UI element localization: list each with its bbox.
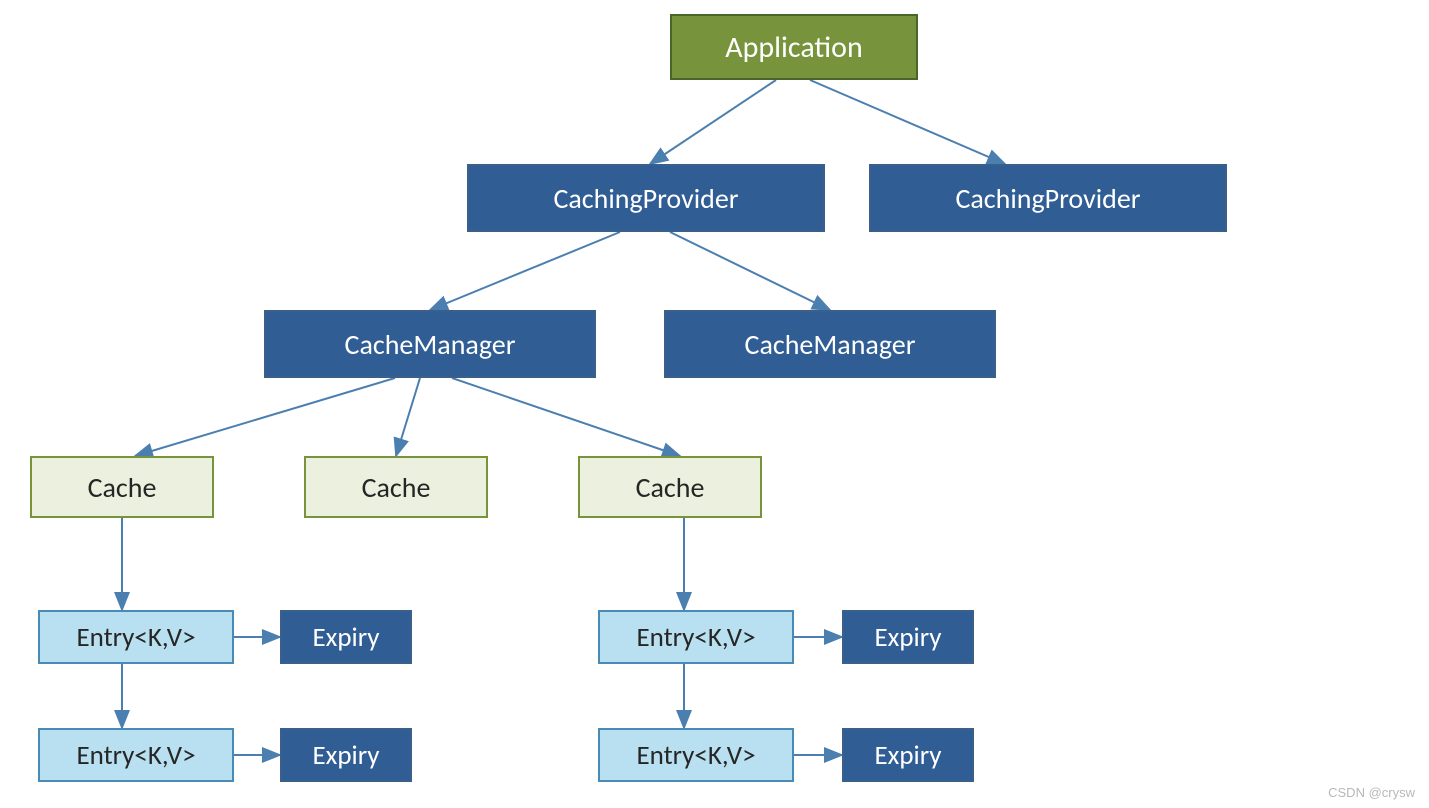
edge-app-cp2 [810, 80, 1005, 164]
node-app: Application [670, 14, 918, 80]
node-cm1: CacheManager [264, 310, 596, 378]
edges-layer [0, 0, 1429, 808]
node-entry3a: Entry<K,V> [598, 610, 794, 664]
edge-cp1-cm1 [430, 232, 620, 310]
node-cache3: Cache [578, 456, 762, 518]
edge-cm1-cache1 [135, 378, 395, 456]
node-cp2: CachingProvider [869, 164, 1227, 232]
edge-app-cp1 [650, 80, 776, 164]
node-entry1a: Entry<K,V> [38, 610, 234, 664]
node-expiry3b: Expiry [842, 728, 974, 782]
edge-cp1-cm2 [670, 232, 830, 310]
node-cache2: Cache [304, 456, 488, 518]
edge-cm1-cache3 [452, 378, 680, 456]
node-entry3b: Entry<K,V> [598, 728, 794, 782]
node-cm2: CacheManager [664, 310, 996, 378]
watermark-text: CSDN @crysw [1328, 785, 1415, 800]
node-expiry1a: Expiry [280, 610, 412, 664]
node-expiry3a: Expiry [842, 610, 974, 664]
node-cp1: CachingProvider [467, 164, 825, 232]
node-entry1b: Entry<K,V> [38, 728, 234, 782]
node-expiry1b: Expiry [280, 728, 412, 782]
edge-cm1-cache2 [396, 378, 420, 456]
node-cache1: Cache [30, 456, 214, 518]
